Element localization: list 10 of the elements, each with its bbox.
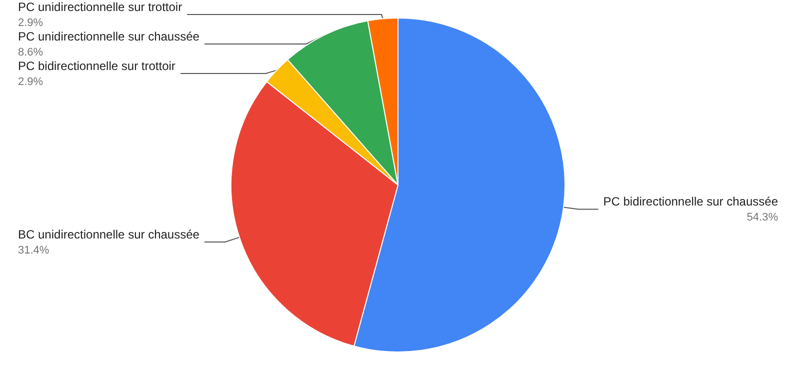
data-label: 2.9%: [18, 76, 44, 88]
slice-label: PC unidirectionnelle sur chaussée: [18, 30, 200, 44]
slice-label: PC unidirectionnelle sur trottoir: [18, 0, 182, 14]
slice-label: BC unidirectionnelle sur chaussée: [18, 228, 200, 242]
data-label: 2.9%: [18, 17, 44, 29]
data-label: 31.4%: [18, 244, 50, 256]
data-label: 54.3%: [746, 212, 778, 224]
slice-label: PC bidirectionnelle sur chaussée: [603, 194, 778, 209]
slice-label: PC bidirectionnelle sur trottoir: [18, 59, 176, 73]
data-label: 8.6%: [18, 46, 44, 58]
